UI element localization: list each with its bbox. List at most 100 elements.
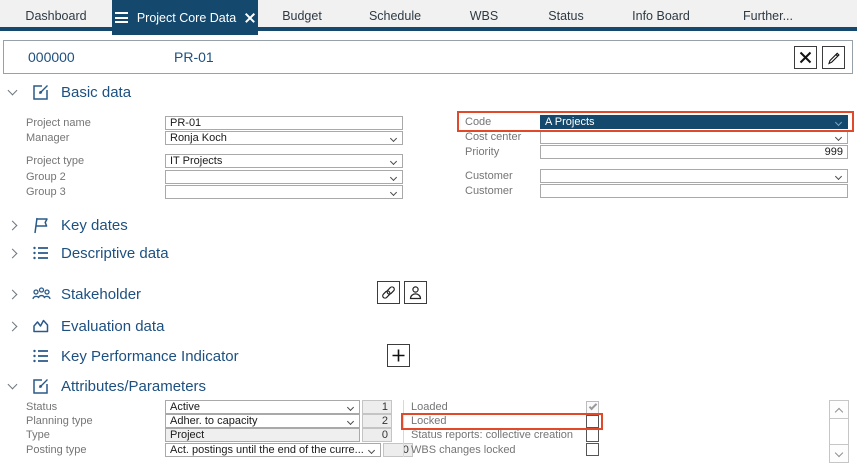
tab-label: Budget xyxy=(282,8,322,23)
section-title: Key dates xyxy=(61,216,128,234)
form-row: Customer xyxy=(465,168,848,183)
hamburger-icon[interactable] xyxy=(114,10,128,26)
wbs-changes-locked-checkbox[interactable] xyxy=(586,443,599,457)
field-label: Type xyxy=(26,429,50,442)
section-kpi[interactable]: Key Performance Indicator xyxy=(6,345,239,367)
select-value: A Projects xyxy=(545,115,595,128)
section-title: Evaluation data xyxy=(61,317,165,335)
chevron-down-icon xyxy=(834,172,843,180)
chevron-down-icon xyxy=(7,85,18,95)
section-stakeholder[interactable]: Stakeholder xyxy=(6,283,141,305)
form-row: Project name xyxy=(26,115,403,130)
tab-bar: Dashboard Project Core Data Budget Sched… xyxy=(0,0,857,35)
posting-type-select[interactable]: Act. postings until the end of the curre… xyxy=(165,442,381,457)
status-select[interactable]: Active xyxy=(165,400,360,415)
vertical-scrollbar[interactable] xyxy=(829,400,849,463)
tab-schedule[interactable]: Schedule xyxy=(346,0,444,31)
section-title: Basic data xyxy=(61,83,132,101)
section-title: Key Performance Indicator xyxy=(61,347,239,365)
project-name-input[interactable] xyxy=(165,115,403,130)
form-row: Customer xyxy=(465,184,848,199)
tab-label: Info Board xyxy=(632,8,690,23)
close-icon xyxy=(799,51,812,64)
attributes-left: Status Active 1 Planning type Adher. to … xyxy=(26,400,413,457)
tab-wbs[interactable]: WBS xyxy=(444,0,524,31)
field-label: Group 2 xyxy=(26,170,66,183)
group2-select[interactable] xyxy=(165,169,403,184)
tab-label: WBS xyxy=(469,8,499,23)
project-type-select[interactable]: IT Projects xyxy=(165,154,403,169)
cost-center-select[interactable] xyxy=(540,130,848,145)
edit-button[interactable] xyxy=(822,46,845,69)
scroll-down-button[interactable] xyxy=(829,444,849,463)
tab-budget[interactable]: Budget xyxy=(258,0,346,31)
basic-data-left: Project name Manager Ronja Koch Project … xyxy=(26,115,403,200)
status-reports-checkbox[interactable] xyxy=(586,428,599,442)
tab-label: Schedule xyxy=(368,8,422,23)
chevron-right-icon xyxy=(7,248,18,258)
customer-input[interactable] xyxy=(540,184,848,199)
customer-select[interactable] xyxy=(540,168,848,183)
project-name: PR-01 xyxy=(174,49,214,65)
form-row: Planning type Adher. to capacity 2 xyxy=(26,414,392,429)
section-key-dates[interactable]: Key dates xyxy=(6,214,128,236)
select-value: IT Projects xyxy=(170,155,223,168)
checkbox-row: Status reports: collective creation xyxy=(411,428,603,442)
link-button[interactable] xyxy=(377,281,400,304)
select-value: Adher. to capacity xyxy=(170,415,258,428)
area-chart-icon xyxy=(30,316,52,336)
checkbox-row: Loaded xyxy=(411,400,603,414)
form-row: Priority xyxy=(465,145,848,160)
section-title: Stakeholder xyxy=(61,285,142,303)
form-row: Cost center xyxy=(465,129,848,145)
field-value: Project xyxy=(170,429,205,442)
chevron-down-icon xyxy=(346,404,355,412)
tab-label: Dashboard xyxy=(25,8,87,23)
code-select[interactable]: A Projects xyxy=(540,114,848,129)
checkbox-label: Loaded xyxy=(411,401,448,414)
tab-info-board[interactable]: Info Board xyxy=(608,0,714,31)
section-evaluation-data[interactable]: Evaluation data xyxy=(6,315,164,337)
field-label: Planning type xyxy=(26,415,93,428)
section-descriptive-data[interactable]: Descriptive data xyxy=(6,242,169,264)
checkbox-row: WBS changes locked xyxy=(411,443,603,457)
count-cell: 2 xyxy=(362,414,392,429)
count-cell: 0 xyxy=(382,442,413,457)
chevron-down-icon xyxy=(834,448,844,457)
chevron-down-icon xyxy=(834,118,843,126)
group3-select[interactable] xyxy=(165,185,403,200)
scroll-up-button[interactable] xyxy=(829,400,849,419)
tab-dashboard[interactable]: Dashboard xyxy=(0,0,112,31)
add-kpi-button[interactable] xyxy=(387,344,410,367)
chevron-down-icon xyxy=(389,135,398,143)
form-row: Code A Projects xyxy=(465,114,848,129)
close-button[interactable] xyxy=(794,46,817,69)
planning-type-select[interactable]: Adher. to capacity xyxy=(165,414,360,429)
tab-project-core-data[interactable]: Project Core Data xyxy=(112,0,258,35)
section-attributes-parameters[interactable]: Attributes/Parameters xyxy=(6,375,206,397)
checkbox-label: Status reports: collective creation xyxy=(411,429,574,442)
field-label: Posting type xyxy=(26,443,87,456)
tab-further[interactable]: Further... xyxy=(714,0,822,31)
chevron-up-icon xyxy=(834,407,844,416)
form-row: Project type IT Projects xyxy=(26,154,403,169)
locked-checkbox[interactable] xyxy=(586,414,599,428)
chevron-down-icon xyxy=(834,134,843,142)
form-row: Group 2 xyxy=(26,169,403,184)
tab-status[interactable]: Status xyxy=(524,0,608,31)
tab-close-icon[interactable] xyxy=(245,13,255,23)
field-label: Manager xyxy=(26,132,70,145)
count-cell: 0 xyxy=(362,428,392,443)
field-label: Priority xyxy=(465,146,500,159)
section-basic-data[interactable]: Basic data xyxy=(6,81,131,103)
flag-icon xyxy=(30,215,52,235)
select-value: Act. postings until the end of the curre… xyxy=(170,443,364,456)
manager-select[interactable]: Ronja Koch xyxy=(165,131,403,146)
person-button[interactable] xyxy=(404,281,427,304)
project-header-row: 000000 PR-01 xyxy=(3,40,853,74)
priority-input[interactable] xyxy=(540,145,848,160)
scrollbar-track[interactable] xyxy=(829,419,849,444)
basic-data-right: Code A Projects Cost center Priority Cus… xyxy=(465,114,848,199)
form-row: Type Project 0 xyxy=(26,428,392,443)
